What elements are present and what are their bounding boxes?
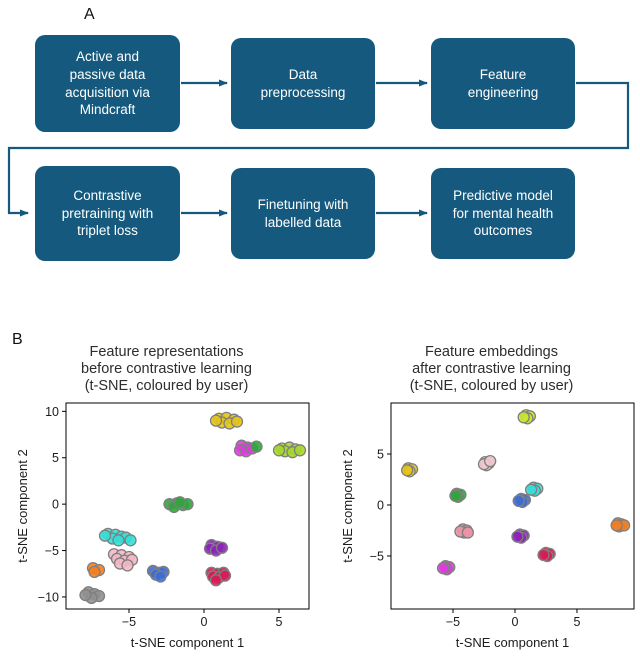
panel-b-label: B: [12, 331, 23, 348]
y-tick-label: 0: [52, 498, 59, 512]
scatter-point: [400, 464, 414, 477]
panel-a-label: A: [84, 6, 95, 23]
y-tick-label: −5: [45, 544, 59, 558]
flow-box-preprocessing: Data preprocessing: [231, 38, 375, 129]
y-tick-label: 5: [52, 452, 59, 466]
scatter-point: [121, 559, 134, 572]
scatter-point: [154, 570, 167, 584]
scatter-plot-after: −5 0 5 −5 0 5 t-SNE component 1 t-SNE component…: [340, 402, 635, 650]
x-tick-label: 0: [201, 615, 208, 629]
flow-box-finetuning: Finetuning with labelled data: [231, 168, 375, 259]
arrow-feature-to-pretraining: [7, 81, 630, 217]
chart-before-title: Feature representations before contrasti…: [81, 344, 252, 395]
x-tick-label: −5: [446, 615, 460, 629]
y-tick-label: 10: [45, 405, 59, 419]
x-tick-label: 5: [573, 615, 580, 629]
flow-box-contrastive-pretraining: Contrastive pretraining with triplet los…: [35, 166, 180, 261]
scatter-point: [79, 589, 92, 602]
y-axis-label: t-SNE component 2: [340, 450, 355, 563]
scatter-point: [461, 526, 475, 539]
flow-box-finetuning-label: Finetuning with labelled data: [257, 196, 349, 230]
x-axis-label: t-SNE component 1: [131, 635, 244, 650]
flow-box-acquisition: Active and passive data acquisition via …: [35, 35, 180, 132]
scatter-point: [209, 414, 223, 428]
x-tick-label: −5: [122, 615, 136, 629]
scatter-point: [88, 566, 101, 579]
scatter-point: [250, 440, 263, 454]
y-axis-label: t-SNE component 2: [15, 450, 30, 563]
scatter-point: [517, 411, 530, 424]
scatter-plot-before: −5 0 5 −10 −5 0 5 10 t-SNE component 1 t-SNE comp…: [15, 402, 310, 650]
flowchart-arrows: [7, 79, 630, 217]
scatter-point: [449, 489, 462, 503]
scatter-point: [610, 519, 623, 532]
y-tick-label: −5: [370, 550, 384, 564]
y-tick-label: −10: [38, 591, 59, 605]
x-tick-label: 5: [276, 615, 283, 629]
plot-frame: [65, 402, 310, 610]
scatter-point: [272, 444, 286, 457]
chart-before-contrastive: Feature representations before contrasti…: [14, 344, 319, 660]
plot-frame: [390, 402, 635, 610]
scatter-point: [124, 534, 137, 547]
scatter-point: [436, 562, 450, 575]
scatter-point: [230, 415, 244, 429]
x-tick-label: 0: [512, 615, 519, 629]
scatter-point: [293, 444, 307, 457]
chart-after-title: Feature embeddings after contrastive lea…: [409, 344, 574, 395]
x-axis-label: t-SNE component 1: [456, 635, 569, 650]
flow-box-predictive-model-label: Predictive model for mental health outco…: [452, 187, 554, 239]
scatter-point: [215, 541, 229, 555]
scatter-point: [537, 549, 550, 562]
y-tick-label: 0: [377, 499, 384, 513]
scatter-point: [173, 496, 187, 509]
flow-box-preprocessing-label: Data preprocessing: [260, 66, 346, 100]
scatter-point: [209, 574, 223, 587]
y-tick-label: 5: [377, 448, 384, 462]
flow-box-predictive-model: Predictive model for mental health outco…: [431, 168, 575, 259]
scatter-point: [512, 495, 525, 508]
charts-row: Feature representations before contrasti…: [14, 344, 640, 660]
flow-box-contrastive-pretraining-label: Contrastive pretraining with triplet los…: [61, 187, 154, 239]
flow-box-acquisition-label: Active and passive data acquisition via …: [65, 48, 150, 118]
flow-box-feature-engineering: Feature engineering: [431, 38, 575, 129]
scatter-point: [524, 483, 538, 497]
scatter-point: [112, 534, 125, 547]
scatter-point: [511, 530, 524, 544]
scatter-point: [98, 529, 112, 543]
scatter-point: [484, 455, 497, 468]
chart-after-contrastive: Feature embeddings after contrastive lea…: [339, 344, 640, 660]
flow-box-feature-engineering-label: Feature engineering: [467, 66, 539, 100]
